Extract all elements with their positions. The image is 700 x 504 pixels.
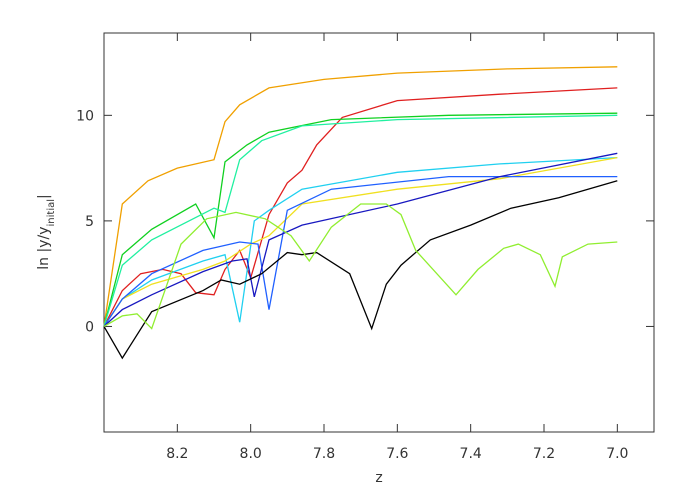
series-line bbox=[103, 180, 618, 360]
series-line bbox=[103, 175, 618, 327]
x-tick-label: 7.6 bbox=[386, 446, 408, 462]
series-line bbox=[103, 114, 618, 327]
x-tick-label: 7.0 bbox=[606, 446, 628, 462]
y-tick-label: 5 bbox=[85, 214, 94, 230]
series-line bbox=[103, 156, 618, 327]
series-line bbox=[103, 152, 618, 327]
series-line bbox=[103, 66, 618, 327]
x-tick-label: 7.4 bbox=[460, 446, 482, 462]
plot-frame bbox=[103, 32, 655, 433]
y-label-main: ln |y/y bbox=[36, 227, 52, 270]
x-tick-label: 7.8 bbox=[313, 446, 335, 462]
x-tick-label: 7.2 bbox=[533, 446, 555, 462]
y-axis-label: ln |y/yinitial| bbox=[36, 194, 57, 269]
series-line bbox=[103, 156, 618, 327]
series-line bbox=[103, 203, 618, 330]
x-axis-label: z bbox=[375, 470, 382, 486]
x-tick-label: 8.0 bbox=[240, 446, 262, 462]
x-tick-label: 8.2 bbox=[166, 446, 188, 462]
series-line bbox=[103, 87, 618, 327]
y-label-sub: initial bbox=[46, 199, 57, 227]
series-line bbox=[103, 112, 618, 327]
y-tick-label: 10 bbox=[76, 108, 94, 124]
y-label-end: | bbox=[36, 194, 52, 199]
y-tick-label: 0 bbox=[85, 319, 94, 335]
